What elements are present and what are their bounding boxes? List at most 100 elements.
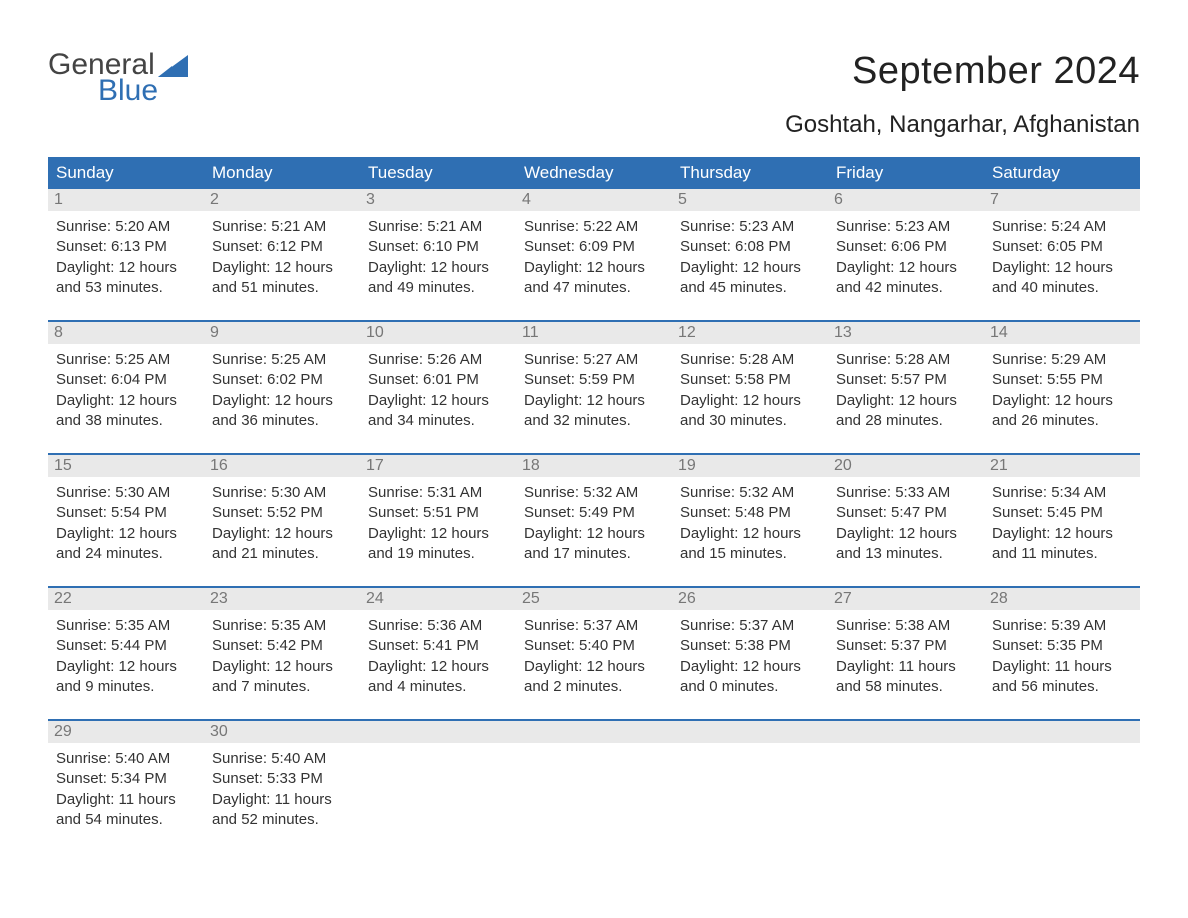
day-cell: Sunrise: 5:30 AMSunset: 5:54 PMDaylight:… — [48, 477, 204, 568]
day-number: 19 — [672, 455, 828, 477]
day-cell — [360, 743, 516, 834]
day-number: 14 — [984, 322, 1140, 344]
sunset-line: Sunset: 5:54 PM — [56, 503, 198, 523]
daylight-line-2: and 42 minutes. — [836, 278, 978, 298]
sunrise-line: Sunrise: 5:31 AM — [368, 483, 510, 503]
sunrise-line: Sunrise: 5:33 AM — [836, 483, 978, 503]
logo-word-2: Blue — [98, 76, 188, 106]
daylight-line-2: and 49 minutes. — [368, 278, 510, 298]
day-cell: Sunrise: 5:21 AMSunset: 6:10 PMDaylight:… — [360, 211, 516, 302]
day-cell — [672, 743, 828, 834]
sunrise-line: Sunrise: 5:25 AM — [212, 350, 354, 370]
day-number: 8 — [48, 322, 204, 344]
sunrise-line: Sunrise: 5:40 AM — [212, 749, 354, 769]
sunset-line: Sunset: 5:40 PM — [524, 636, 666, 656]
day-cell: Sunrise: 5:27 AMSunset: 5:59 PMDaylight:… — [516, 344, 672, 435]
day-cell: Sunrise: 5:36 AMSunset: 5:41 PMDaylight:… — [360, 610, 516, 701]
day-number: 29 — [48, 721, 204, 743]
sunrise-line: Sunrise: 5:28 AM — [680, 350, 822, 370]
sunrise-line: Sunrise: 5:24 AM — [992, 217, 1134, 237]
weekday-header: Sunday — [48, 157, 204, 189]
day-cell — [984, 743, 1140, 834]
sunrise-line: Sunrise: 5:23 AM — [836, 217, 978, 237]
day-number-row: 891011121314 — [48, 322, 1140, 344]
day-number — [516, 721, 672, 743]
daylight-line-2: and 0 minutes. — [680, 677, 822, 697]
day-cell: Sunrise: 5:21 AMSunset: 6:12 PMDaylight:… — [204, 211, 360, 302]
daylight-line-2: and 17 minutes. — [524, 544, 666, 564]
day-number-row: 15161718192021 — [48, 455, 1140, 477]
daylight-line-1: Daylight: 12 hours — [992, 258, 1134, 278]
day-cell — [828, 743, 984, 834]
sunrise-line: Sunrise: 5:35 AM — [56, 616, 198, 636]
daylight-line-2: and 53 minutes. — [56, 278, 198, 298]
sunrise-line: Sunrise: 5:38 AM — [836, 616, 978, 636]
sunset-line: Sunset: 6:01 PM — [368, 370, 510, 390]
weekday-header: Saturday — [984, 157, 1140, 189]
daylight-line-1: Daylight: 12 hours — [836, 391, 978, 411]
sunrise-line: Sunrise: 5:34 AM — [992, 483, 1134, 503]
calendar-table: SundayMondayTuesdayWednesdayThursdayFrid… — [48, 157, 1140, 834]
day-number: 17 — [360, 455, 516, 477]
day-number: 16 — [204, 455, 360, 477]
day-number: 30 — [204, 721, 360, 743]
day-number: 26 — [672, 588, 828, 610]
day-cell: Sunrise: 5:23 AMSunset: 6:08 PMDaylight:… — [672, 211, 828, 302]
sunrise-line: Sunrise: 5:21 AM — [212, 217, 354, 237]
daylight-line-2: and 36 minutes. — [212, 411, 354, 431]
sunrise-line: Sunrise: 5:22 AM — [524, 217, 666, 237]
day-number: 15 — [48, 455, 204, 477]
weekday-header: Tuesday — [360, 157, 516, 189]
day-number: 10 — [360, 322, 516, 344]
sunset-line: Sunset: 6:09 PM — [524, 237, 666, 257]
day-cell: Sunrise: 5:25 AMSunset: 6:04 PMDaylight:… — [48, 344, 204, 435]
sunrise-line: Sunrise: 5:20 AM — [56, 217, 198, 237]
location-subtitle: Goshtah, Nangarhar, Afghanistan — [785, 111, 1140, 139]
sunrise-line: Sunrise: 5:30 AM — [212, 483, 354, 503]
daylight-line-2: and 32 minutes. — [524, 411, 666, 431]
day-number: 3 — [360, 189, 516, 211]
sunset-line: Sunset: 5:59 PM — [524, 370, 666, 390]
daylight-line-2: and 52 minutes. — [212, 810, 354, 830]
sunset-line: Sunset: 5:34 PM — [56, 769, 198, 789]
daylight-line-1: Daylight: 12 hours — [368, 258, 510, 278]
day-number: 11 — [516, 322, 672, 344]
daylight-line-1: Daylight: 12 hours — [368, 391, 510, 411]
day-cell: Sunrise: 5:34 AMSunset: 5:45 PMDaylight:… — [984, 477, 1140, 568]
daylight-line-1: Daylight: 12 hours — [212, 391, 354, 411]
daylight-line-2: and 58 minutes. — [836, 677, 978, 697]
sunrise-line: Sunrise: 5:36 AM — [368, 616, 510, 636]
day-cell: Sunrise: 5:35 AMSunset: 5:42 PMDaylight:… — [204, 610, 360, 701]
day-cell: Sunrise: 5:39 AMSunset: 5:35 PMDaylight:… — [984, 610, 1140, 701]
sunset-line: Sunset: 5:55 PM — [992, 370, 1134, 390]
day-cell: Sunrise: 5:26 AMSunset: 6:01 PMDaylight:… — [360, 344, 516, 435]
day-number — [360, 721, 516, 743]
sunset-line: Sunset: 6:10 PM — [368, 237, 510, 257]
daylight-line-2: and 40 minutes. — [992, 278, 1134, 298]
sunrise-line: Sunrise: 5:35 AM — [212, 616, 354, 636]
day-number: 7 — [984, 189, 1140, 211]
day-cell: Sunrise: 5:23 AMSunset: 6:06 PMDaylight:… — [828, 211, 984, 302]
daylight-line-2: and 15 minutes. — [680, 544, 822, 564]
day-number: 4 — [516, 189, 672, 211]
daylight-line-1: Daylight: 11 hours — [212, 790, 354, 810]
daylight-line-2: and 47 minutes. — [524, 278, 666, 298]
sunset-line: Sunset: 5:58 PM — [680, 370, 822, 390]
day-number — [672, 721, 828, 743]
day-cell: Sunrise: 5:20 AMSunset: 6:13 PMDaylight:… — [48, 211, 204, 302]
daylight-line-1: Daylight: 12 hours — [524, 391, 666, 411]
sunrise-line: Sunrise: 5:40 AM — [56, 749, 198, 769]
day-number: 18 — [516, 455, 672, 477]
sunset-line: Sunset: 6:05 PM — [992, 237, 1134, 257]
day-cell: Sunrise: 5:22 AMSunset: 6:09 PMDaylight:… — [516, 211, 672, 302]
sunrise-line: Sunrise: 5:39 AM — [992, 616, 1134, 636]
day-cell: Sunrise: 5:37 AMSunset: 5:38 PMDaylight:… — [672, 610, 828, 701]
daylight-line-2: and 11 minutes. — [992, 544, 1134, 564]
day-number: 27 — [828, 588, 984, 610]
day-cell: Sunrise: 5:32 AMSunset: 5:49 PMDaylight:… — [516, 477, 672, 568]
calendar-week: 891011121314Sunrise: 5:25 AMSunset: 6:04… — [48, 320, 1140, 435]
daylight-line-1: Daylight: 12 hours — [524, 524, 666, 544]
daylight-line-2: and 54 minutes. — [56, 810, 198, 830]
day-number: 21 — [984, 455, 1140, 477]
daylight-line-1: Daylight: 12 hours — [680, 391, 822, 411]
